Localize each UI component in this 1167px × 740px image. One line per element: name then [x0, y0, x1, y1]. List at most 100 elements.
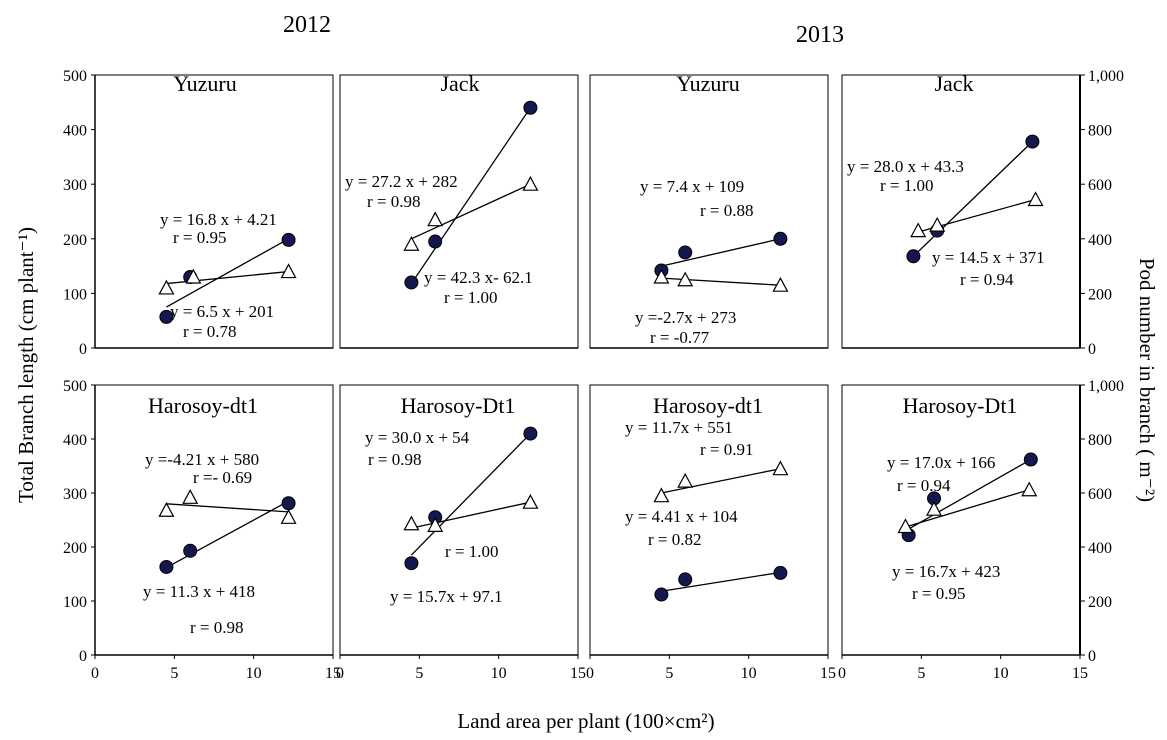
data-point-circle	[404, 556, 419, 571]
x-tick-label: 10	[741, 665, 757, 682]
equation-label: y = 15.7x + 97.1	[390, 587, 503, 606]
data-point-circle	[773, 231, 788, 246]
panel-frame	[841, 74, 1081, 349]
data-point-circle	[281, 496, 296, 511]
fit-line	[166, 503, 289, 513]
y-left-tick-label: 100	[63, 594, 87, 611]
equation-label: r = 0.94	[897, 476, 951, 495]
equation-label: r =- 0.69	[193, 468, 252, 487]
y-right-tick-label: 400	[1088, 232, 1112, 249]
data-point-triangle	[772, 460, 789, 476]
fit-line	[411, 501, 531, 529]
x-tick-label: 15	[325, 665, 341, 682]
y-axis-right-title: Pod number in branch ( m⁻²)	[1135, 258, 1159, 502]
data-point-triangle	[522, 175, 539, 191]
data-point-triangle	[677, 472, 694, 488]
fit-line	[661, 468, 781, 494]
y-right-tick-label: 600	[1088, 486, 1112, 503]
data-point-circle	[404, 275, 419, 290]
panel-title: Harosoy-Dt1	[903, 393, 1018, 418]
data-point-circle	[428, 234, 443, 249]
x-tick-label: 5	[415, 665, 423, 682]
equation-label: r = 0.95	[173, 228, 227, 247]
panel-6: Harosoy-Dt1 0 5 10 15 y = 30.0 x + 54 r = 0.98…	[336, 384, 586, 682]
panel-3: Yuzuru y = 7.4 x + 109 r = 0.88 y =-2.7x + …	[589, 71, 829, 349]
x-tick-label: 5	[170, 665, 178, 682]
data-point-triangle	[677, 271, 694, 287]
y-left-tick-label: 200	[63, 232, 87, 249]
data-point-triangle	[182, 489, 199, 504]
y-left-tick-label: 300	[63, 486, 87, 503]
year-label-2012: 2012	[283, 12, 331, 38]
panel-title: Harosoy-dt1	[148, 393, 258, 418]
x-tick-label: 10	[491, 665, 507, 682]
equation-label: y = 27.2 x + 282	[345, 172, 458, 191]
y-left-tick-label: 0	[79, 648, 87, 665]
y-right-tick-label: 0	[1088, 341, 1096, 358]
data-point-triangle	[897, 518, 914, 534]
data-point-circle	[773, 565, 788, 580]
equation-label: r = 1.00	[445, 542, 499, 561]
y-right-tick-label: 200	[1088, 594, 1112, 611]
data-point-triangle	[772, 276, 789, 292]
data-point-triangle	[158, 279, 175, 295]
data-point-circle	[906, 249, 921, 264]
panel-frame	[841, 384, 1081, 656]
data-point-circle	[1025, 134, 1040, 149]
x-tick-label: 5	[665, 665, 673, 682]
data-point-circle	[678, 245, 693, 260]
equation-label: r = 0.91	[700, 440, 754, 459]
y-right-tick-label: 800	[1088, 432, 1112, 449]
fit-line	[912, 141, 1033, 257]
equation-label: y = 11.3 x + 418	[143, 582, 255, 601]
panel-title: Harosoy-dt1	[653, 393, 763, 418]
data-point-triangle	[280, 263, 297, 279]
data-point-circle	[523, 100, 538, 115]
equation-label: r = 1.00	[880, 176, 934, 195]
fit-line	[661, 571, 781, 592]
x-tick-label: 0	[586, 665, 594, 682]
y-right-tick-label: 600	[1088, 177, 1112, 194]
equation-label: y = 11.7x + 551	[625, 418, 733, 437]
equation-label: r = 0.82	[648, 530, 702, 549]
data-point-triangle	[1027, 191, 1044, 207]
equation-label: r = -0.77	[650, 328, 710, 347]
x-tick-label: 0	[336, 665, 344, 682]
x-tick-label: 0	[838, 665, 846, 682]
data-point-triangle	[653, 487, 670, 503]
data-point-circle	[654, 587, 669, 602]
data-point-triangle	[185, 268, 202, 284]
equation-label: y = 17.0x + 166	[887, 453, 995, 472]
y-left-tick-label: 300	[63, 177, 87, 194]
x-tick-label: 10	[993, 665, 1009, 682]
y-right-tick-label: 200	[1088, 286, 1112, 303]
y-left-tick-label: 500	[63, 68, 87, 85]
panel-frame	[339, 384, 579, 656]
x-tick-label: 5	[917, 665, 925, 682]
panel-title: Jack	[934, 71, 973, 96]
data-point-circle	[159, 309, 174, 324]
equation-label: r = 0.78	[183, 322, 237, 341]
panel-title: Harosoy-Dt1	[401, 393, 516, 418]
equation-label: y = 30.0 x + 54	[365, 428, 470, 447]
x-axis-title: Land area per plant (100×cm²)	[457, 709, 714, 733]
panel-frame	[339, 74, 579, 349]
equation-label: y = 7.4 x + 109	[640, 177, 744, 196]
equation-label: r = 0.98	[190, 618, 244, 637]
data-point-circle	[183, 543, 198, 558]
equation-label: y = 42.3 x- 62.1	[424, 268, 533, 287]
equation-label: r = 0.88	[700, 201, 754, 220]
data-point-triangle	[929, 216, 946, 232]
x-tick-label: 15	[1072, 665, 1088, 682]
equation-label: r = 0.95	[912, 584, 966, 603]
y-right-tick-label: 1,000	[1088, 378, 1124, 395]
equation-label: y = 28.0 x + 43.3	[847, 157, 964, 176]
y-left-tick-label: 200	[63, 540, 87, 557]
y-right-tick-label: 800	[1088, 123, 1112, 140]
y-left-tick-label: 0	[79, 341, 87, 358]
y-left-tick-label: 400	[63, 123, 87, 140]
